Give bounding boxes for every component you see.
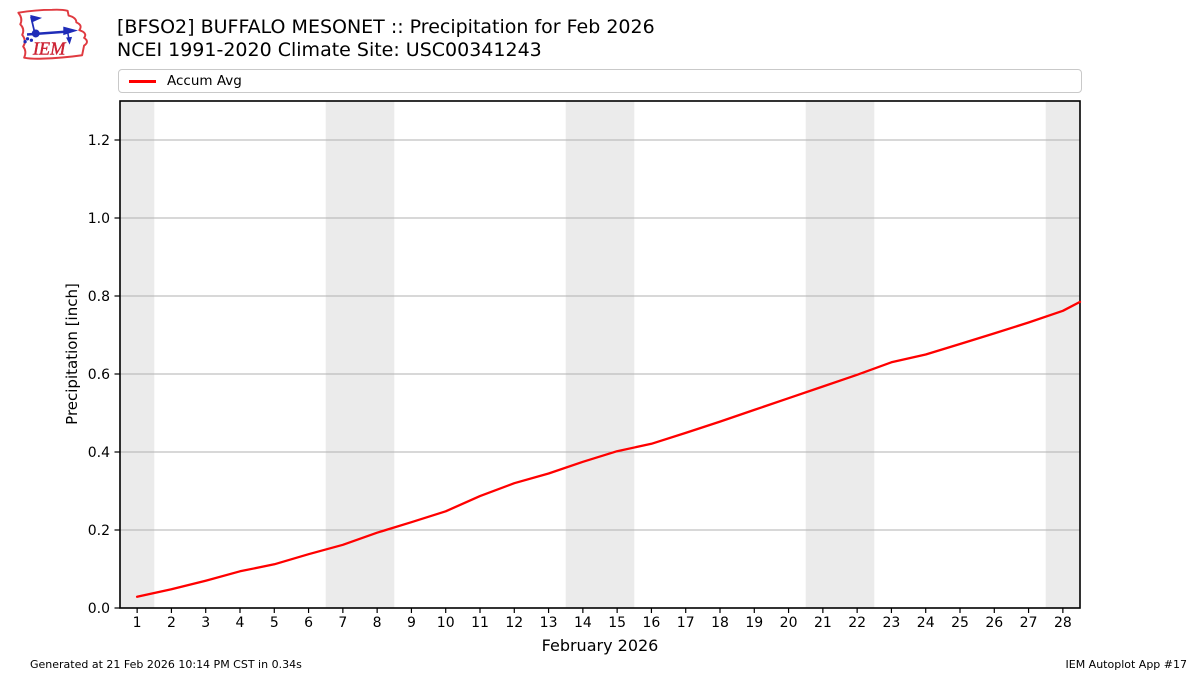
x-tick-label: 11	[471, 615, 489, 631]
x-tick-label: 2	[167, 615, 176, 631]
weather-vane-icon	[23, 14, 79, 45]
weekend-band	[120, 101, 155, 608]
accum-avg-line	[135, 300, 1082, 598]
x-tick-label: 27	[1020, 615, 1038, 631]
y-tick-label: 1.0	[88, 211, 110, 227]
x-tick-label: 8	[373, 615, 382, 631]
app-credit: IEM Autoplot App #17	[1065, 658, 1188, 671]
y-tick-label: 0.2	[88, 523, 110, 539]
x-tick-label: 5	[270, 615, 279, 631]
x-tick-label: 1	[133, 615, 142, 631]
logo-iem-text: IEM	[32, 38, 67, 58]
y-tick-label: 1.2	[88, 133, 110, 149]
iem-logo: IEM	[17, 8, 88, 60]
x-axis-label: February 2026	[541, 636, 659, 655]
x-tick-label: 23	[883, 615, 901, 631]
x-tick-label: 17	[677, 615, 695, 631]
x-tick-label: 19	[745, 615, 763, 631]
weekend-band	[565, 101, 635, 608]
y-tick-label: 0.8	[88, 289, 110, 305]
legend-label: Accum Avg	[167, 73, 242, 89]
y-tick-label: 0.6	[88, 367, 110, 383]
x-tick-label: 12	[505, 615, 523, 631]
x-tick-label: 15	[608, 615, 626, 631]
x-tick-label: 14	[574, 615, 592, 631]
weekend-band	[805, 101, 875, 608]
x-tick-label: 25	[951, 615, 969, 631]
x-tick-label: 4	[236, 615, 245, 631]
weekend-band	[1045, 101, 1080, 608]
y-axis-label: Precipitation [inch]	[63, 283, 81, 425]
x-tick-label: 18	[711, 615, 729, 631]
y-tick-label: 0.4	[88, 445, 110, 461]
x-tick-label: 28	[1054, 615, 1072, 631]
chart-subtitle: NCEI 1991-2020 Climate Site: USC00341243	[117, 38, 542, 61]
x-tick-label: 26	[985, 615, 1003, 631]
x-tick-label: 9	[407, 615, 416, 631]
weekend-band	[325, 101, 395, 608]
legend-line-swatch	[129, 79, 156, 83]
x-tick-label: 21	[814, 615, 832, 631]
chart-title-block: [BFSO2] BUFFALO MESONET :: Precipitation…	[117, 16, 655, 61]
x-tick-label: 16	[643, 615, 661, 631]
iowa-outline-icon	[17, 8, 88, 60]
plot-border	[119, 100, 1081, 609]
x-tick-label: 6	[304, 615, 313, 631]
x-tick-label: 20	[780, 615, 798, 631]
chart-title: [BFSO2] BUFFALO MESONET :: Precipitation…	[117, 16, 655, 38]
x-tick-label: 3	[201, 615, 210, 631]
y-tick-label: 0.0	[88, 601, 110, 617]
x-tick-label: 13	[540, 615, 558, 631]
legend: Accum Avg	[118, 69, 1082, 93]
x-tick-label: 24	[917, 615, 935, 631]
generated-timestamp: Generated at 21 Feb 2026 10:14 PM CST in…	[30, 658, 302, 671]
x-tick-label: 10	[437, 615, 455, 631]
x-tick-label: 7	[338, 615, 347, 631]
x-tick-label: 22	[848, 615, 866, 631]
